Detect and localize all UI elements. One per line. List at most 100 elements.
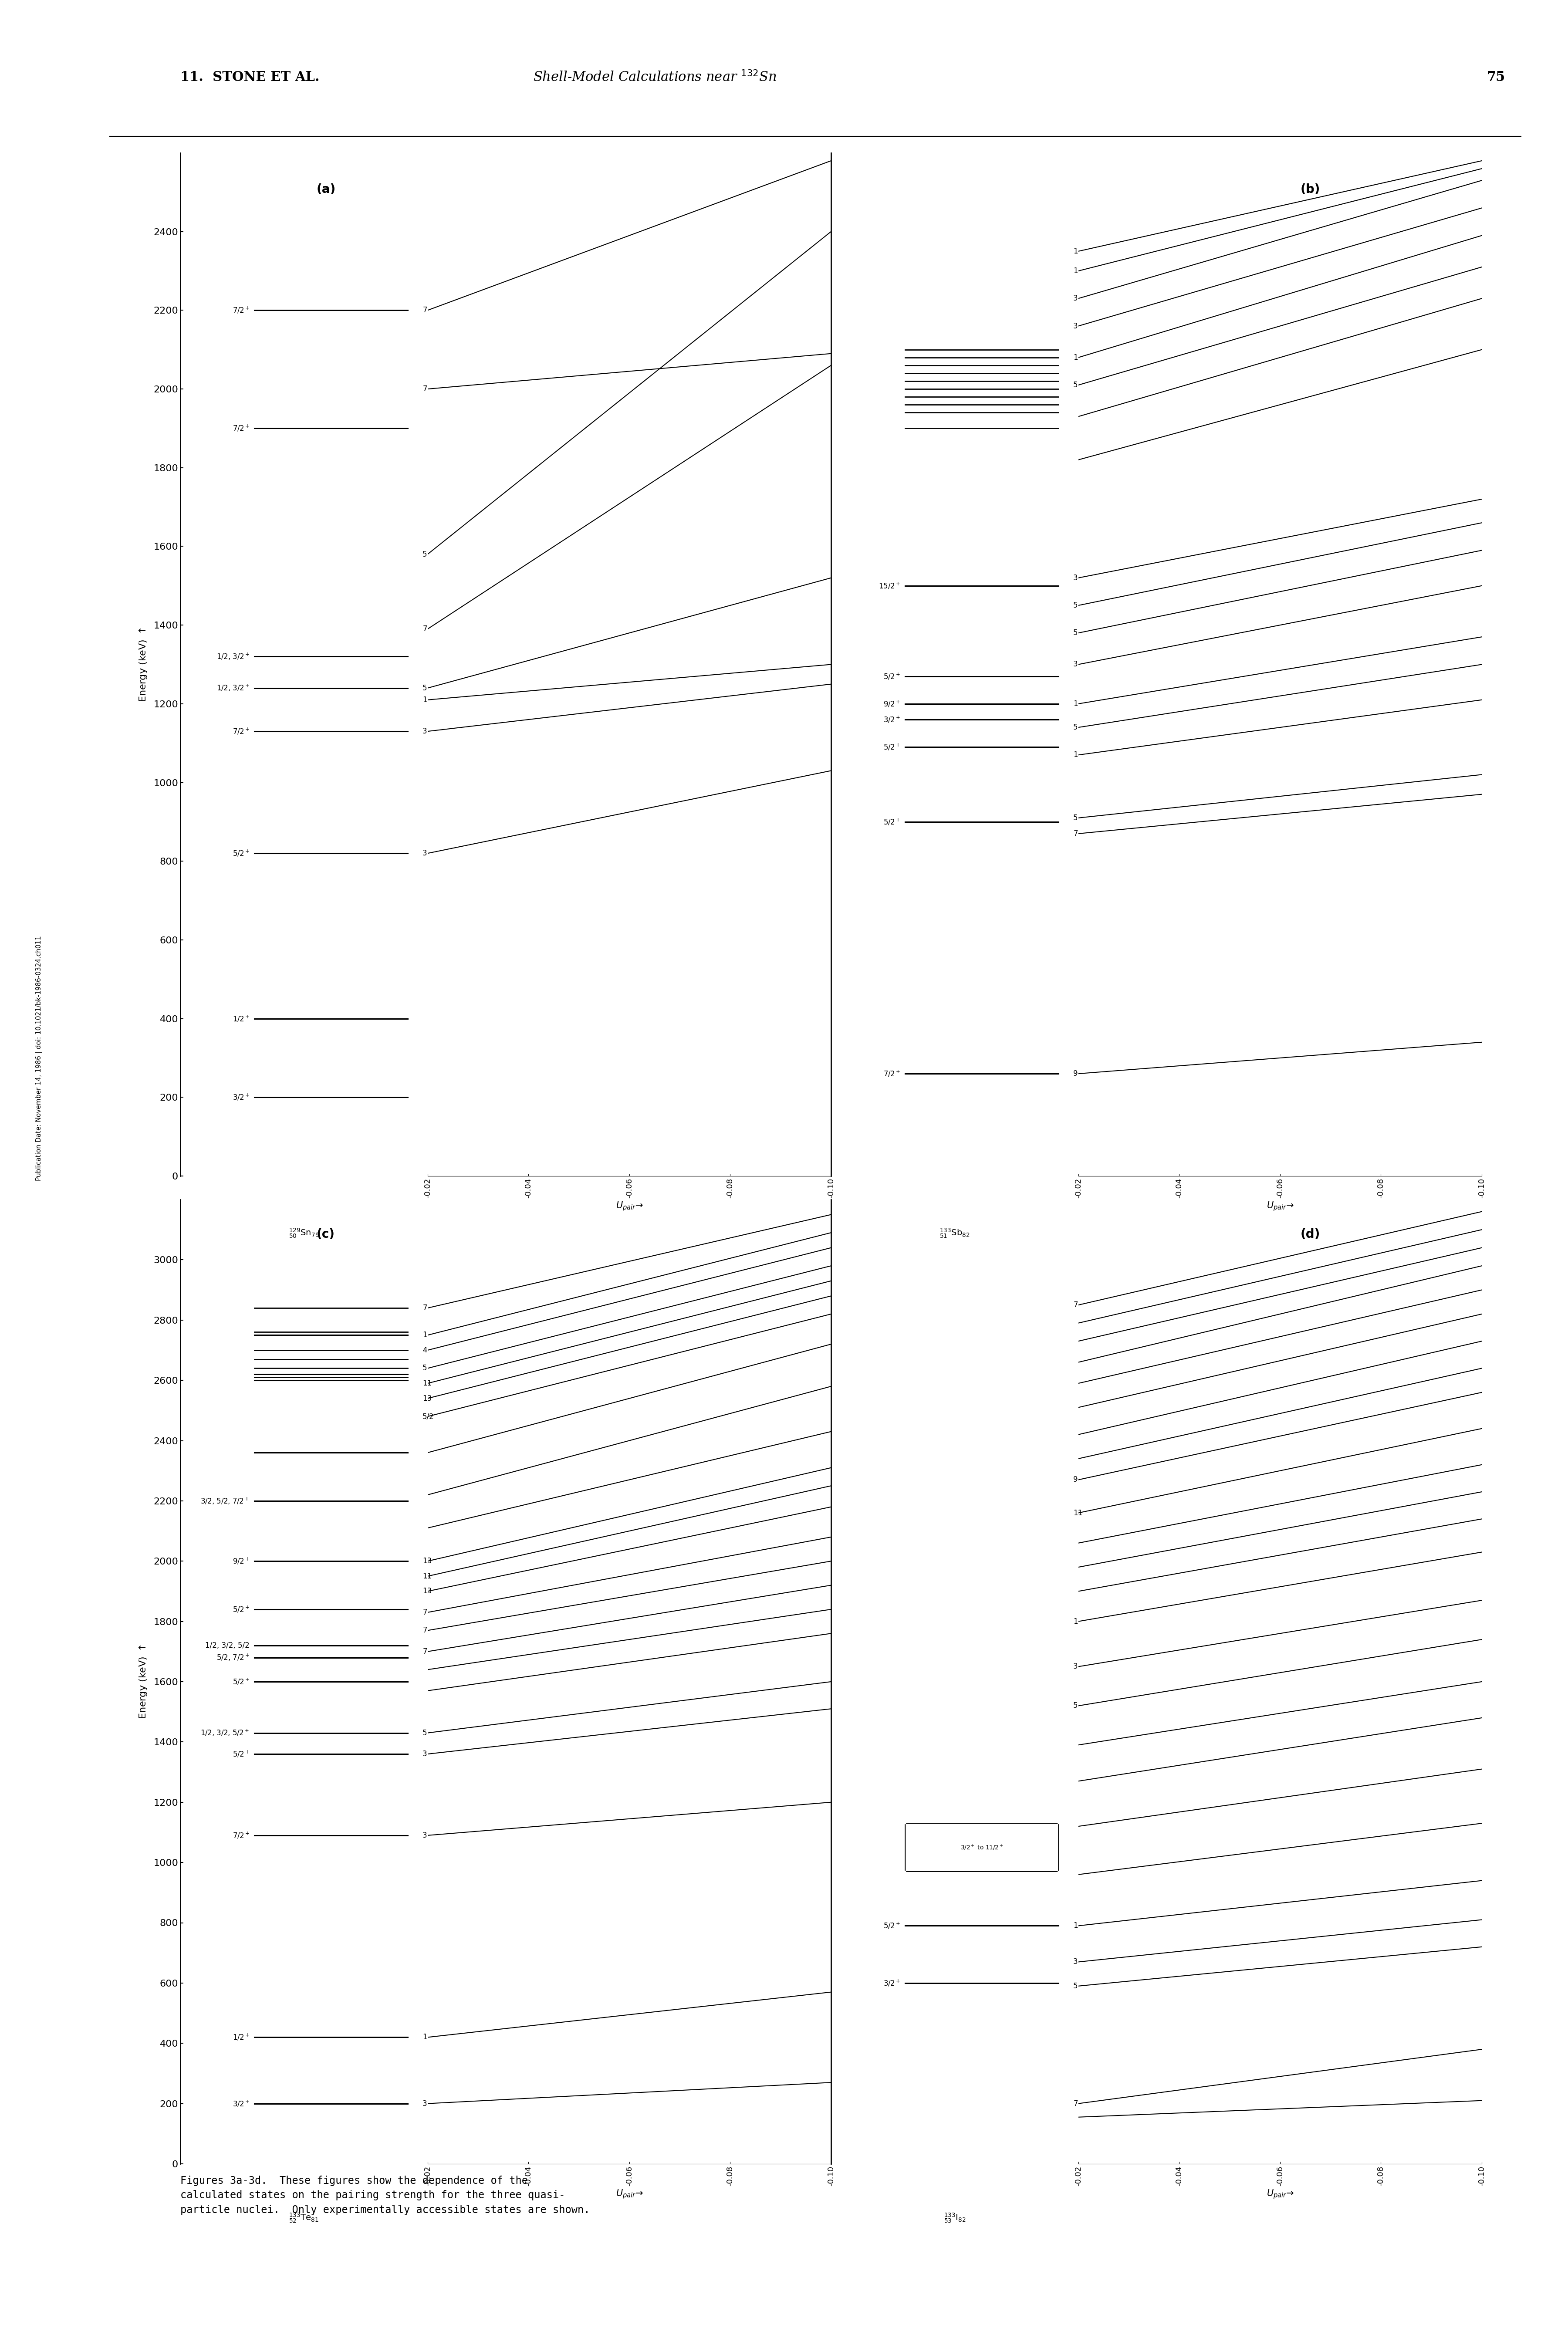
Text: 1: 1: [1073, 1922, 1077, 1929]
Text: 3/2$^+$: 3/2$^+$: [883, 715, 900, 724]
Text: 1: 1: [1073, 268, 1077, 275]
Text: 7/2$^+$: 7/2$^+$: [232, 423, 249, 433]
Text: 5/2$^+$: 5/2$^+$: [883, 743, 900, 753]
Text: 1: 1: [1073, 750, 1077, 760]
Text: 5: 5: [422, 550, 426, 557]
Text: 3: 3: [1073, 661, 1077, 668]
Text: (a): (a): [317, 183, 336, 195]
Text: 1/2, 3/2, 5/2$^+$: 1/2, 3/2, 5/2$^+$: [201, 1729, 249, 1738]
Text: 5: 5: [1073, 814, 1077, 821]
Text: 3/2$^+$ to 11/2$^+$: 3/2$^+$ to 11/2$^+$: [960, 1844, 1004, 1851]
Text: 1: 1: [1073, 1618, 1077, 1625]
Text: 5: 5: [1073, 381, 1077, 388]
Text: 3/2, 5/2, 7/2$^+$: 3/2, 5/2, 7/2$^+$: [201, 1496, 249, 1505]
X-axis label: $U_{pair}$→: $U_{pair}$→: [616, 1200, 643, 1211]
X-axis label: $U_{pair}$→: $U_{pair}$→: [1267, 1200, 1294, 1211]
Text: 3: 3: [1073, 294, 1077, 303]
Text: 13: 13: [422, 1588, 431, 1595]
Text: 3: 3: [422, 849, 426, 856]
Text: 4: 4: [422, 1345, 426, 1355]
Text: 5: 5: [1073, 1703, 1077, 1710]
Text: 7: 7: [422, 306, 426, 315]
Text: 11.  STONE ET AL.: 11. STONE ET AL.: [180, 71, 320, 85]
Text: 5: 5: [1073, 602, 1077, 609]
Text: 5: 5: [422, 1729, 426, 1736]
Text: 3: 3: [1073, 322, 1077, 329]
X-axis label: $U_{pair}$→: $U_{pair}$→: [1267, 2187, 1294, 2199]
Text: Figures 3a-3d.  These figures show the dependence of the
calculated states on th: Figures 3a-3d. These figures show the de…: [180, 2176, 590, 2216]
Text: 1/2$^+$: 1/2$^+$: [232, 1014, 249, 1023]
Text: 7: 7: [422, 1303, 426, 1312]
Text: 1: 1: [1073, 353, 1077, 362]
Text: 1/2, 3/2$^+$: 1/2, 3/2$^+$: [216, 652, 249, 661]
Text: (c): (c): [317, 1228, 334, 1240]
Text: 3: 3: [422, 1832, 426, 1839]
Text: 3: 3: [422, 2100, 426, 2107]
Text: 7: 7: [422, 626, 426, 633]
Text: 7/2$^+$: 7/2$^+$: [232, 1830, 249, 1839]
Text: 7/2$^+$: 7/2$^+$: [232, 727, 249, 736]
Text: 7/2$^+$: 7/2$^+$: [883, 1070, 900, 1077]
Text: 7: 7: [422, 1609, 426, 1616]
Text: 7: 7: [422, 1649, 426, 1656]
Text: 3: 3: [422, 1750, 426, 1757]
Text: 3: 3: [1073, 1957, 1077, 1966]
Text: 3/2$^+$: 3/2$^+$: [883, 1978, 900, 1987]
Text: 1/2$^+$: 1/2$^+$: [232, 2032, 249, 2042]
Text: 5/2, 7/2$^+$: 5/2, 7/2$^+$: [216, 1653, 249, 1663]
Text: 5: 5: [1073, 724, 1077, 731]
Text: 1/2, 3/2$^+$: 1/2, 3/2$^+$: [216, 684, 249, 694]
Text: 7: 7: [1073, 830, 1077, 837]
Text: 5/2$^+$: 5/2$^+$: [883, 1922, 900, 1931]
Text: 13: 13: [422, 1557, 431, 1564]
Text: 1: 1: [422, 2034, 426, 2042]
Text: 1: 1: [1073, 701, 1077, 708]
Text: (d): (d): [1300, 1228, 1320, 1240]
Text: 5/2: 5/2: [422, 1414, 434, 1421]
Text: 9: 9: [1073, 1070, 1077, 1077]
Text: 5/2$^+$: 5/2$^+$: [883, 818, 900, 826]
Text: 7: 7: [1073, 1301, 1077, 1310]
Text: 5/2$^+$: 5/2$^+$: [232, 1750, 249, 1759]
Text: (b): (b): [1300, 183, 1320, 195]
Text: 5: 5: [1073, 1983, 1077, 1990]
Text: 11: 11: [422, 1378, 431, 1388]
Text: Publication Date: November 14, 1986 | doi: 10.1021/bk-1986-0324.ch011: Publication Date: November 14, 1986 | do…: [36, 936, 42, 1181]
Text: Shell-Model Calculations near $^{132}$Sn: Shell-Model Calculations near $^{132}$Sn: [533, 71, 776, 85]
Text: 7: 7: [422, 1628, 426, 1635]
Text: $^{133}_{51}$Sb$_{82}$: $^{133}_{51}$Sb$_{82}$: [939, 1228, 971, 1240]
Text: 1: 1: [422, 696, 426, 703]
Text: 1: 1: [422, 1331, 426, 1338]
Text: $^{129}_{50}$Sn$_{79}$: $^{129}_{50}$Sn$_{79}$: [289, 1228, 320, 1240]
Text: 13: 13: [422, 1395, 431, 1402]
Text: 9/2$^+$: 9/2$^+$: [232, 1557, 249, 1566]
Text: 11: 11: [1073, 1510, 1082, 1517]
Text: 7/2$^+$: 7/2$^+$: [232, 306, 249, 315]
Text: $^{133}_{52}$Te$_{81}$: $^{133}_{52}$Te$_{81}$: [289, 2211, 318, 2225]
Text: 9: 9: [1073, 1475, 1077, 1484]
Text: 3/2$^+$: 3/2$^+$: [232, 2098, 249, 2107]
Text: 11: 11: [422, 1571, 431, 1581]
Text: 5: 5: [422, 1364, 426, 1371]
Text: 5/2$^+$: 5/2$^+$: [232, 1677, 249, 1686]
Text: 75: 75: [1486, 71, 1505, 85]
Text: 3: 3: [422, 727, 426, 736]
Y-axis label: Energy (keV) $\uparrow$: Energy (keV) $\uparrow$: [138, 628, 149, 701]
Text: 9/2$^+$: 9/2$^+$: [883, 699, 900, 708]
Text: 7: 7: [422, 386, 426, 393]
Text: 1/2, 3/2, 5/2: 1/2, 3/2, 5/2: [205, 1642, 249, 1649]
Text: 5/2$^+$: 5/2$^+$: [232, 1604, 249, 1613]
Text: 5/2$^+$: 5/2$^+$: [232, 849, 249, 858]
Text: 7: 7: [1073, 2100, 1077, 2107]
Text: 15/2$^+$: 15/2$^+$: [878, 581, 900, 590]
Text: 3/2$^+$: 3/2$^+$: [232, 1094, 249, 1101]
X-axis label: $U_{pair}$→: $U_{pair}$→: [616, 2187, 643, 2199]
Text: 3: 3: [1073, 574, 1077, 581]
Text: 5: 5: [1073, 628, 1077, 637]
Text: 5/2$^+$: 5/2$^+$: [883, 673, 900, 680]
Text: 5: 5: [422, 684, 426, 691]
Y-axis label: Energy (keV) $\uparrow$: Energy (keV) $\uparrow$: [138, 1644, 149, 1719]
Text: 1: 1: [1073, 247, 1077, 254]
Text: 3: 3: [1073, 1663, 1077, 1670]
Text: $^{133}_{53}$I$_{82}$: $^{133}_{53}$I$_{82}$: [944, 2211, 966, 2225]
